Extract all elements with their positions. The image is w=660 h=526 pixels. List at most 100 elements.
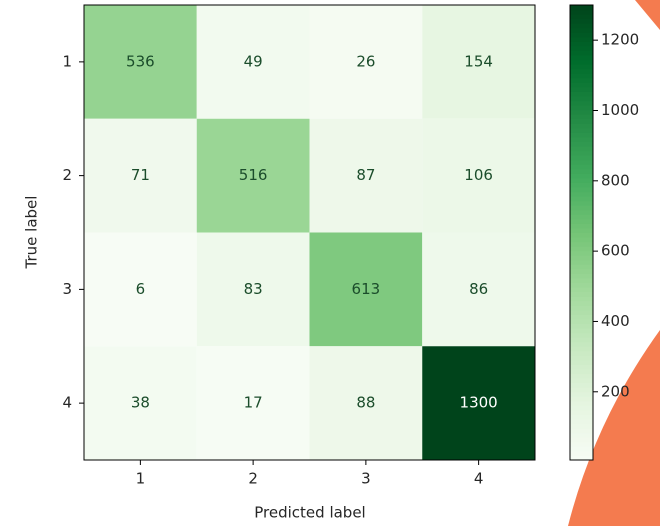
colorbar-segment: [570, 305, 593, 311]
colorbar-segment: [570, 82, 593, 88]
cell-label: 1300: [460, 394, 498, 412]
y-tick-label: 4: [62, 394, 72, 412]
colorbar-segment: [570, 100, 593, 106]
colorbar-segment: [570, 223, 593, 229]
colorbar-segment: [570, 196, 593, 202]
colorbar-segment: [570, 369, 593, 375]
colorbar-segment: [570, 278, 593, 284]
colorbar-segment: [570, 337, 593, 343]
plot-frame: [83, 4, 536, 461]
x-tick-label: 4: [474, 470, 484, 488]
colorbar-segment: [570, 296, 593, 302]
cell: [309, 346, 423, 460]
colorbar-segment: [570, 200, 593, 206]
cell: [309, 232, 423, 347]
colorbar-segment: [570, 359, 593, 365]
cell-label: 38: [131, 394, 150, 412]
y-tick-label: 2: [62, 166, 72, 184]
cell-label: 6: [136, 280, 146, 298]
colorbar-tick-label: 1000: [601, 101, 639, 119]
colorbar-segment: [570, 373, 593, 379]
colorbar-segment: [570, 55, 593, 61]
colorbar-segment: [570, 77, 593, 83]
colorbar-segment: [570, 232, 593, 238]
cell: [309, 118, 423, 233]
cell: [422, 232, 535, 347]
cell-label: 26: [356, 52, 375, 70]
cell-label: 86: [469, 280, 488, 298]
decoration: [635, 0, 660, 30]
cell: [84, 5, 197, 119]
colorbar-segment: [570, 400, 593, 406]
colorbar-tick-label: 1200: [601, 31, 639, 49]
colorbar-segment: [570, 27, 593, 33]
colorbar-segment: [570, 205, 593, 211]
colorbar-segment: [570, 300, 593, 306]
colorbar-segment: [570, 432, 593, 438]
colorbar-segment: [570, 446, 593, 452]
colorbar-segment: [570, 382, 593, 388]
colorbar-segment: [570, 218, 593, 224]
colorbar-segment: [570, 364, 593, 370]
colorbar-segment: [570, 309, 593, 315]
cell-label: 106: [464, 166, 493, 184]
cell-label: 154: [464, 52, 493, 70]
colorbar-segment: [570, 314, 593, 320]
colorbar-segment: [570, 59, 593, 65]
colorbar-segment: [570, 378, 593, 384]
colorbar-segment: [570, 168, 593, 174]
x-tick-label: 2: [248, 470, 258, 488]
colorbar-tick-label: 200: [601, 382, 630, 400]
colorbar-tick-label: 400: [601, 312, 630, 330]
colorbar-segment: [570, 318, 593, 324]
colorbar-segment: [570, 155, 593, 161]
colorbar-segment: [570, 350, 593, 356]
colorbar-segment: [570, 409, 593, 415]
colorbar-segment: [570, 346, 593, 352]
colorbar-segment: [570, 132, 593, 138]
cell-label: 17: [244, 394, 263, 412]
colorbar-segment: [570, 118, 593, 124]
cell: [309, 5, 423, 119]
colorbar-segment: [570, 146, 593, 152]
colorbar-segment: [570, 91, 593, 97]
colorbar-segment: [570, 387, 593, 393]
x-tick-label: 1: [136, 470, 146, 488]
colorbar-segment: [570, 36, 593, 42]
colorbar-segment: [570, 136, 593, 142]
colorbar-segment: [570, 9, 593, 15]
cell: [84, 346, 197, 460]
cell-label: 613: [352, 280, 381, 298]
colorbar-segment: [570, 159, 593, 165]
colorbar-segment: [570, 237, 593, 243]
colorbar-segment: [570, 214, 593, 220]
colorbar-segment: [570, 391, 593, 397]
colorbar-segment: [570, 41, 593, 47]
colorbar-segment: [570, 250, 593, 256]
y-axis-label: True label: [23, 196, 41, 270]
cell: [196, 5, 310, 119]
colorbar-segment: [570, 273, 593, 279]
colorbar-segment: [570, 332, 593, 338]
colorbar-segment: [570, 455, 593, 461]
colorbar-segment: [570, 241, 593, 247]
colorbar-segment: [570, 173, 593, 179]
colorbar-segment: [570, 341, 593, 347]
colorbar-segment: [570, 109, 593, 115]
colorbar-segment: [570, 255, 593, 261]
colorbar-segment: [570, 414, 593, 420]
colorbar-segment: [570, 114, 593, 120]
colorbar-segment: [570, 423, 593, 429]
cell: [196, 346, 310, 460]
colorbar-segment: [570, 246, 593, 252]
colorbar-segment: [570, 64, 593, 70]
cell: [422, 5, 535, 119]
y-tick-label: 3: [62, 280, 72, 298]
colorbar-segment: [570, 268, 593, 274]
colorbar-segment: [570, 23, 593, 29]
colorbar-segment: [570, 227, 593, 233]
colorbar-segment: [570, 437, 593, 443]
colorbar-segment: [570, 105, 593, 111]
colorbar-segment: [570, 150, 593, 156]
colorbar-segment: [570, 291, 593, 297]
